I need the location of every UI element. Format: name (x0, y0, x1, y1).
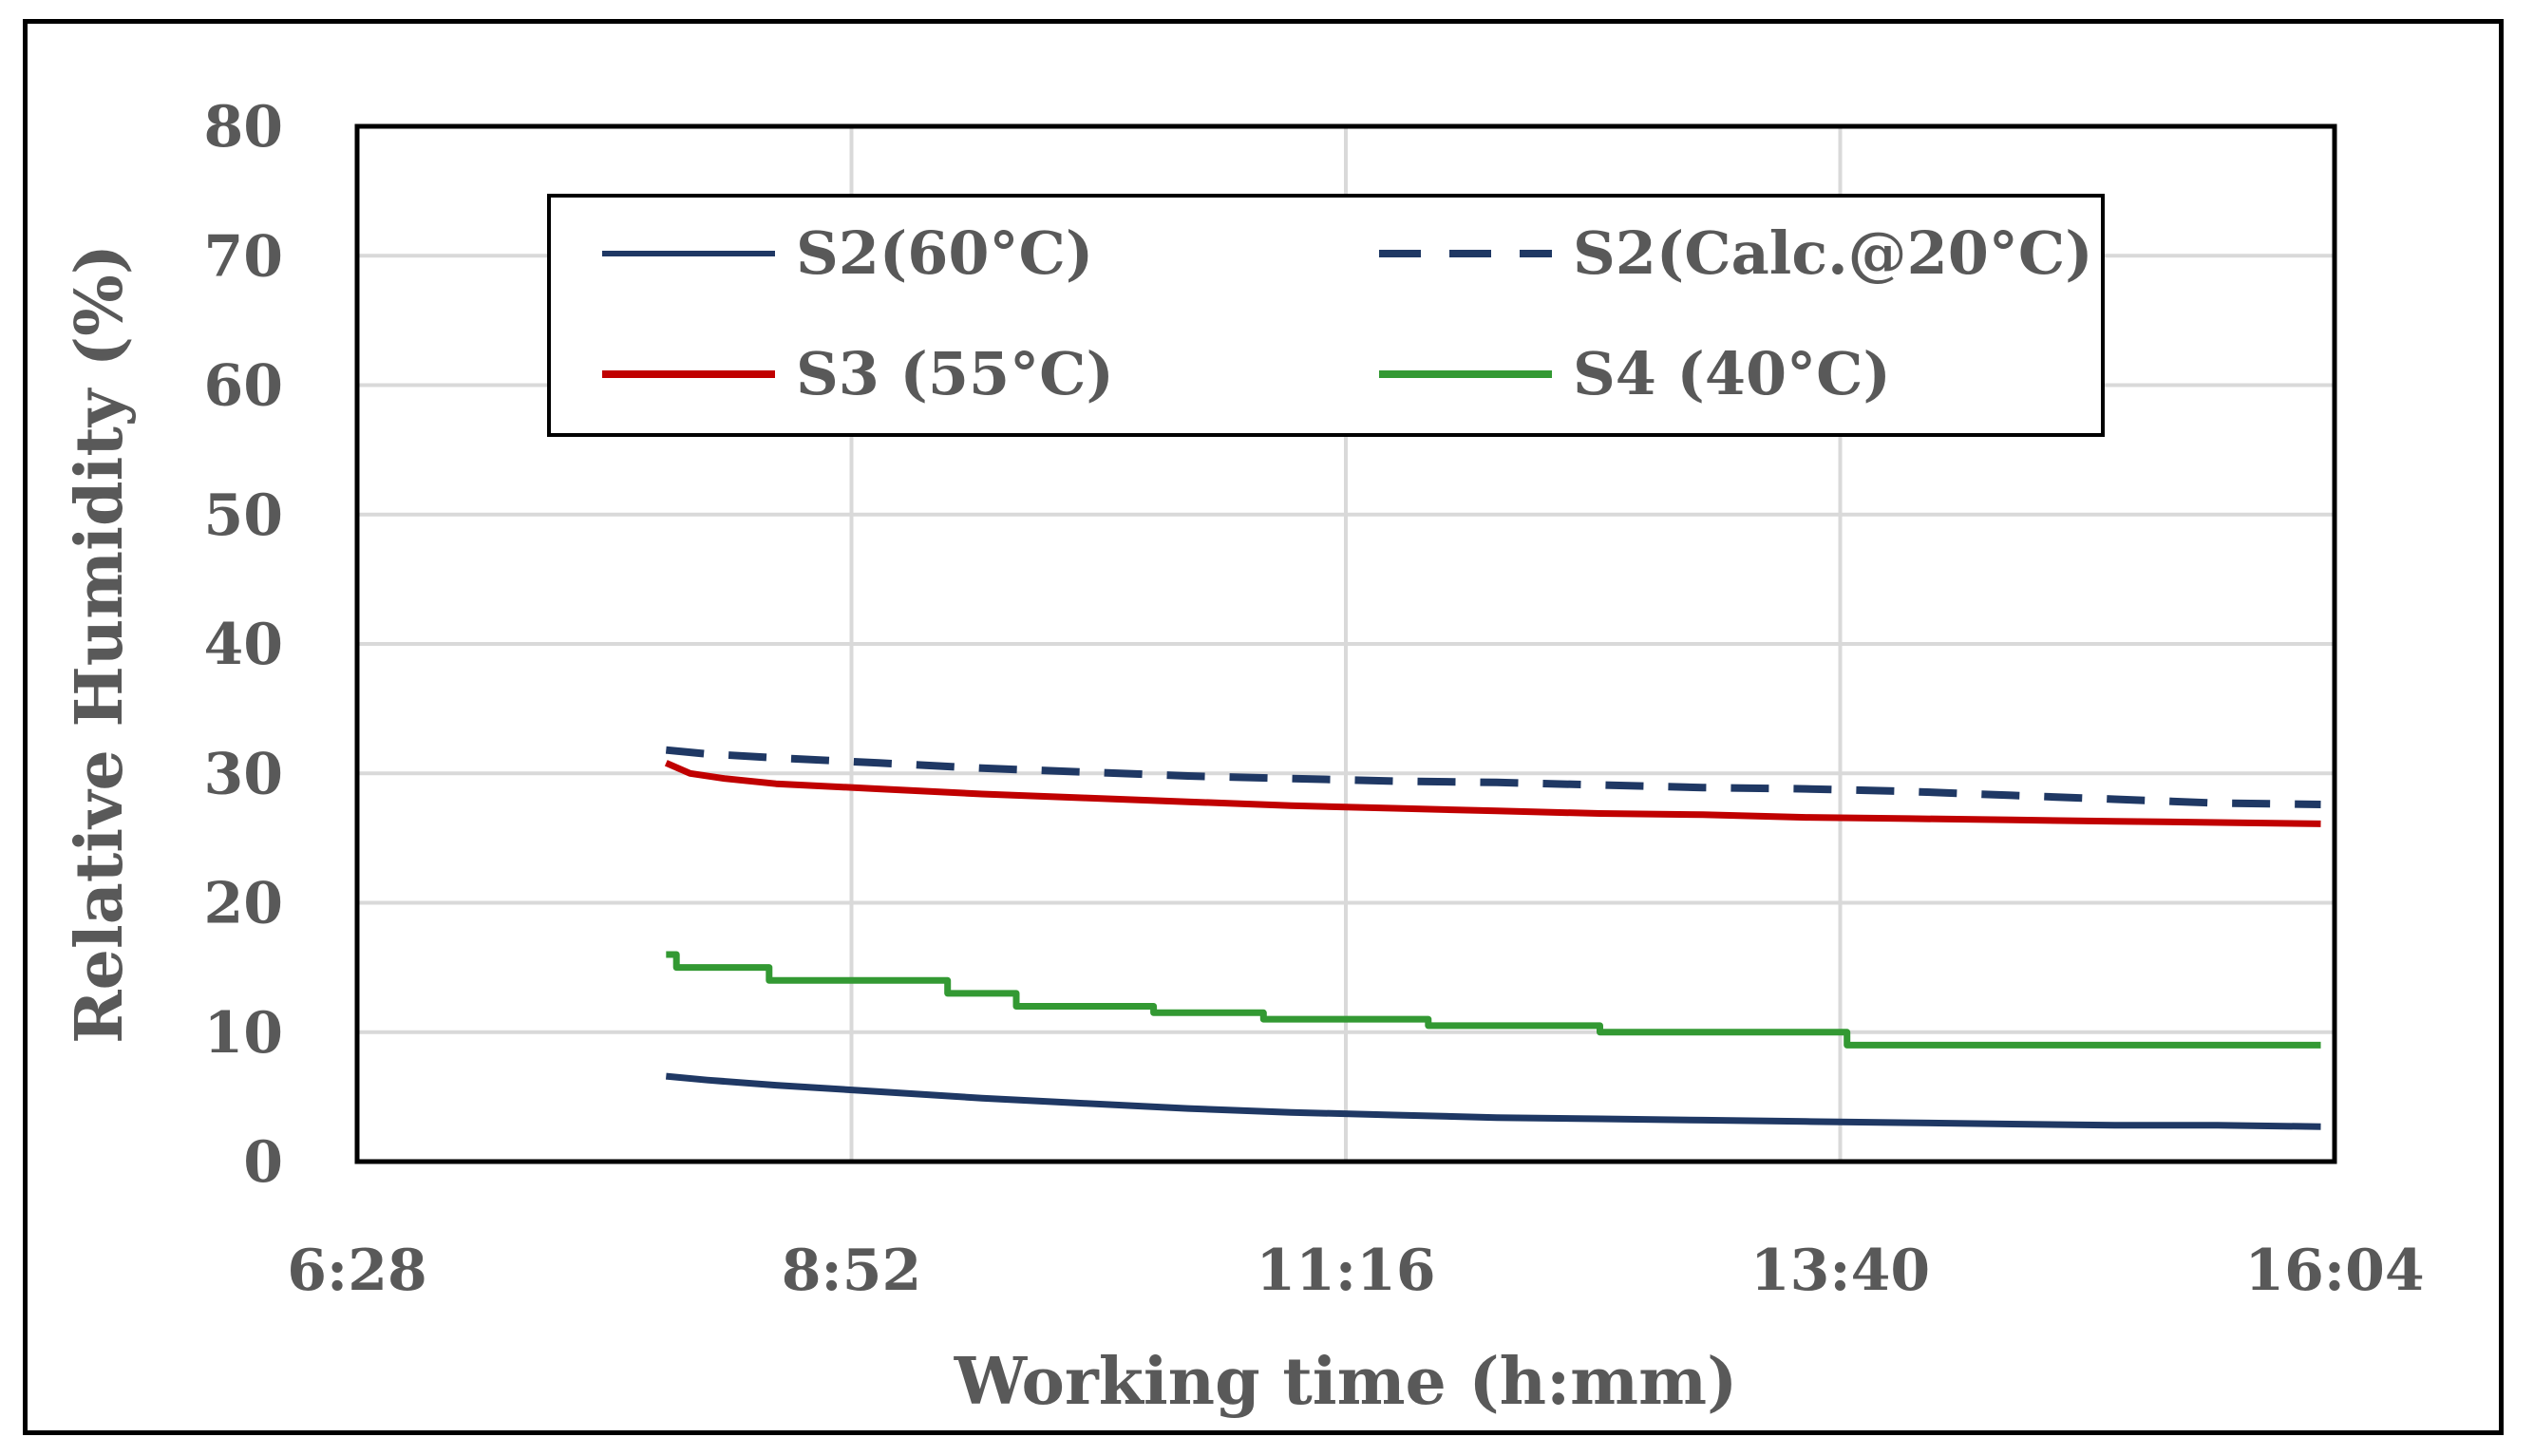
plot-area (354, 123, 2337, 1164)
series-line-s2-60-c (665, 1072, 2321, 1130)
y-tick-label: 70 (204, 223, 284, 290)
x-axis-title: Working time (h:mm) (954, 1344, 1738, 1420)
series-line-s4-40-c (666, 951, 2321, 1049)
series-layer (664, 746, 2321, 1130)
y-tick-label: 0 (243, 1129, 283, 1196)
x-tick-label: 11:16 (1256, 1238, 1435, 1304)
y-tick-label: 40 (204, 612, 284, 678)
x-tick-label: 6:28 (287, 1238, 426, 1304)
x-tick-labels: 6:28 8:52 11:16 13:40 16:04 (287, 1238, 2424, 1304)
y-tick-label: 60 (204, 353, 284, 420)
legend: S2(60°C) S2(Calc.@20°C) S3 (55°C) S4 (40… (547, 194, 2105, 437)
legend-label-s2-calc-20c: S2(Calc.@20°C) (1573, 218, 2093, 288)
series-line-s2-calc-20-c (665, 746, 2321, 808)
legend-label-s4-40c: S4 (40°C) (1573, 339, 1891, 408)
y-tick-label: 30 (204, 741, 284, 807)
y-tick-label: 20 (204, 871, 284, 937)
y-tick-label: 50 (204, 482, 284, 549)
legend-box (547, 194, 2105, 437)
y-tick-label: 10 (204, 1000, 284, 1067)
y-axis-title: Relative Humidity (%) (62, 244, 138, 1044)
y-tick-labels: 0 10 20 30 40 50 60 70 80 (204, 94, 284, 1196)
legend-label-s2-60c: S2(60°C) (796, 218, 1093, 288)
x-tick-label: 8:52 (782, 1238, 921, 1304)
y-tick-label: 80 (204, 94, 284, 161)
x-tick-label: 13:40 (1750, 1238, 1930, 1304)
x-tick-label: 16:04 (2244, 1238, 2424, 1304)
legend-label-s3-55c: S3 (55°C) (796, 339, 1114, 408)
series-line-s3-55-c (664, 760, 2321, 827)
